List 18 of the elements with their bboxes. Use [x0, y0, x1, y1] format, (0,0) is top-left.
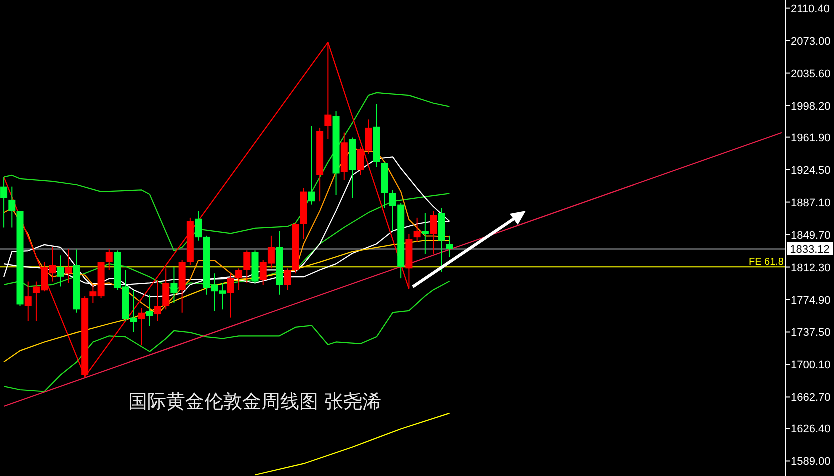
ref-line-label: 1833.12 [790, 244, 830, 256]
y-tick-label: 2035.60 [791, 68, 831, 80]
y-tick-label: 1626.40 [791, 424, 831, 436]
y-tick-label: 1924.50 [791, 164, 831, 177]
annotation: 国际黄金伦敦金周线图 张尧浠 [128, 391, 382, 413]
y-tick-label: 1849.70 [791, 230, 831, 242]
y-tick-label: 1737.50 [791, 327, 831, 340]
y-tick-label: 1887.10 [791, 197, 831, 210]
y-tick-label: 1662.70 [791, 392, 831, 404]
y-tick-label: 1700.10 [791, 360, 831, 372]
y-tick-label: 1774.90 [791, 294, 831, 307]
y-tick-label: 1589.00 [791, 456, 831, 468]
y-tick-label: 2110.40 [791, 3, 830, 16]
ref-line-label: FE 61.8 [748, 257, 784, 268]
y-tick-label: 2073.00 [791, 36, 831, 48]
y-tick-label: 1812.30 [791, 262, 831, 274]
y-tick-label: 1961.90 [791, 132, 831, 144]
y-tick-label: 1998.20 [791, 100, 831, 113]
